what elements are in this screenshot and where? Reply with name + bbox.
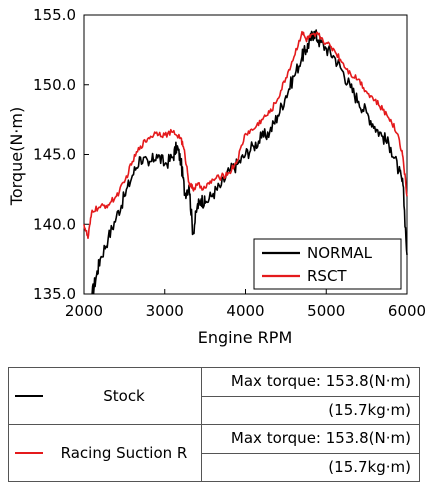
y-tick-label: 145.0 bbox=[33, 146, 76, 164]
table-row-stock-kgm: (15.7kg·m) bbox=[9, 395, 420, 425]
y-tick-label: 155.0 bbox=[33, 6, 76, 24]
legend-box bbox=[253, 238, 402, 290]
y-tick-label: 150.0 bbox=[33, 76, 76, 94]
series-lines bbox=[83, 29, 408, 295]
x-tick-label: 5000 bbox=[307, 302, 345, 320]
table-row-rsr-max: Racing Suction R Max torque: 153.8(N·m) bbox=[8, 424, 420, 482]
x-tick-label: 3000 bbox=[146, 302, 184, 320]
y-tick-label: 135.0 bbox=[33, 285, 76, 303]
table-cell-rsr-name: Racing Suction R bbox=[8, 424, 202, 482]
table-cell-stock-name: Stock bbox=[8, 367, 202, 425]
x-axis-ticks: 2000 3000 4000 5000 6000 bbox=[65, 289, 426, 320]
y-axis-label: Torque(N·m) bbox=[7, 107, 26, 206]
y-axis-ticks: 135.0 140.0 145.0 150.0 155.0 bbox=[33, 6, 89, 303]
legend-label-normal: NORMAL bbox=[307, 244, 373, 262]
series-line-normal bbox=[91, 29, 408, 295]
stock-max-torque: Max torque: 153.8(N·m) bbox=[201, 367, 420, 397]
torque-summary-table: Stock Max torque: 153.8(N·m) (15.7kg·m) … bbox=[8, 367, 420, 482]
legend-label-rsct: RSCT bbox=[307, 267, 347, 285]
legend: NORMAL RSCT bbox=[253, 238, 402, 290]
x-tick-label: 4000 bbox=[226, 302, 264, 320]
rsr-label: Racing Suction R bbox=[60, 443, 188, 462]
x-axis-label: Engine RPM bbox=[198, 328, 293, 347]
torque-chart: 135.0 140.0 145.0 150.0 155.0 2000 3000 4000 50… bbox=[7, 6, 426, 347]
table-row-rsr-kgm: (15.7kg·m) bbox=[9, 452, 420, 482]
y-tick-label: 140.0 bbox=[33, 215, 76, 233]
stock-label: Stock bbox=[103, 386, 145, 405]
x-tick-label: 2000 bbox=[65, 302, 103, 320]
x-tick-label: 6000 bbox=[388, 302, 426, 320]
rsr-kgm: (15.7kg·m) bbox=[201, 452, 420, 482]
rsr-line-swatch bbox=[15, 452, 43, 454]
stock-line-swatch bbox=[15, 395, 43, 397]
table-row-stock-max: Stock Max torque: 153.8(N·m) bbox=[8, 367, 420, 425]
stock-kgm: (15.7kg·m) bbox=[201, 395, 420, 425]
series-line-rsct bbox=[83, 30, 408, 239]
rsr-max-torque: Max torque: 153.8(N·m) bbox=[201, 424, 420, 454]
